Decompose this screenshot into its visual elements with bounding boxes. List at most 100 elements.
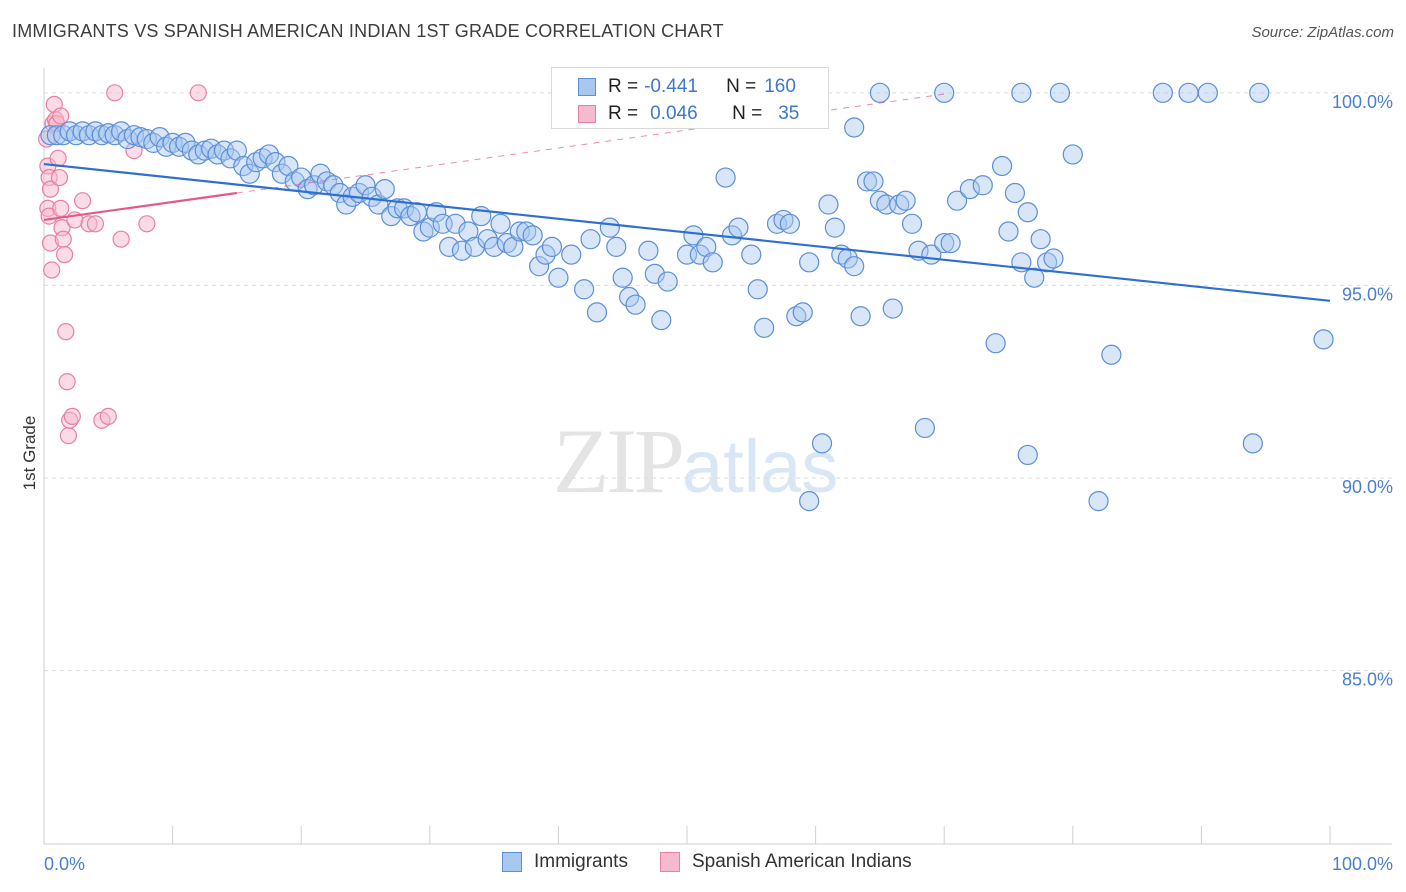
immigrants-point	[387, 198, 408, 219]
immigrants-point	[651, 309, 672, 331]
spanish-american-indians-points	[37, 84, 207, 445]
spanish-american-indians-point	[57, 323, 75, 341]
immigrants-point	[644, 263, 665, 284]
immigrants-point	[561, 244, 582, 265]
immigrants-point	[1017, 444, 1038, 466]
spanish-american-indians-point	[58, 373, 76, 391]
tick-labels: 85.0% 90.0% 95.0% 100.0% 0.0% 100.0% 1st Grade	[20, 92, 1393, 874]
x-tick-label: 0.0%	[44, 854, 85, 874]
immigrants-point	[754, 317, 775, 338]
legend-item-immigrants[interactable]: Immigrants	[502, 851, 628, 873]
immigrants-point	[1249, 82, 1270, 103]
spanish-american-indians-point	[41, 180, 60, 198]
stats-legend: R = -0.441 N = 160 R = 0.046 N = 35	[551, 67, 829, 129]
trend-lines	[43, 93, 1331, 302]
immigrants-point	[168, 136, 190, 157]
immigrants-point	[1049, 82, 1071, 103]
immigrants-point	[869, 82, 891, 103]
immigrants-point	[291, 167, 312, 188]
immigrants-point	[985, 333, 1006, 354]
immigrants-point	[1242, 433, 1263, 454]
spanish-american-indians-point	[86, 215, 105, 233]
immigrants-point	[895, 190, 916, 211]
immigrants-point	[773, 209, 794, 231]
immigrants-point	[1062, 144, 1083, 165]
immigrants-point	[638, 240, 659, 261]
immigrants-point	[516, 221, 537, 242]
y-tick-label: 85.0%	[1342, 670, 1393, 690]
spanish-american-indians-point	[59, 427, 78, 445]
immigrants-point	[786, 306, 807, 327]
immigrants-point	[792, 302, 813, 323]
spanish-american-indians-point	[112, 230, 130, 248]
immigrants-point	[683, 225, 704, 246]
immigrants-point	[991, 155, 1013, 177]
spanish-american-indians-point	[189, 84, 207, 102]
spanish-american-indians-point	[106, 84, 124, 102]
legend-label-immigrants: Immigrants	[534, 851, 628, 872]
immigrants-point	[374, 179, 395, 200]
immigrants-point	[901, 213, 923, 234]
immigrants-point	[419, 217, 440, 238]
source-label: Source: ZipAtlas.com	[1251, 24, 1394, 41]
spanish-american-indians-swatch	[578, 105, 596, 123]
immigrants-point	[1011, 82, 1032, 103]
immigrants-point	[509, 221, 530, 242]
immigrants-point	[503, 236, 524, 258]
immigrants-point	[1004, 182, 1026, 204]
immigrants-point	[625, 294, 646, 315]
immigrants-point	[799, 491, 820, 512]
axes	[43, 68, 1392, 845]
immigrants-point	[844, 256, 865, 277]
immigrants-point	[747, 279, 768, 300]
n-label: N =	[726, 76, 757, 97]
immigrants-point	[406, 202, 428, 223]
spanish-american-indians-point	[54, 230, 72, 248]
immigrants-point	[889, 194, 910, 215]
immigrants-point	[207, 144, 228, 165]
immigrants-point	[1178, 82, 1199, 103]
legend-label-spanish-american-indians: Spanish American Indians	[691, 851, 912, 872]
immigrants-swatch	[578, 78, 596, 96]
n-label: N =	[732, 103, 763, 124]
y-axis-title: 1st Grade	[20, 416, 39, 491]
immigrants-point	[779, 213, 800, 234]
immigrants-point	[882, 298, 903, 319]
immigrants-point	[580, 229, 601, 250]
immigrants-point	[239, 163, 260, 184]
immigrants-point	[728, 217, 749, 238]
immigrants-point	[715, 167, 736, 188]
immigrants-point	[702, 252, 723, 273]
spanish-american-indians-point	[99, 407, 117, 426]
immigrants-point	[265, 152, 286, 173]
immigrants-point	[599, 217, 620, 238]
spanish-american-indians-point	[73, 192, 92, 210]
immigrants-point	[946, 190, 968, 211]
immigrants-point	[226, 140, 247, 161]
legend-item-spanish-american-indians[interactable]: Spanish American Indians	[659, 851, 912, 873]
immigrants-point	[496, 232, 518, 254]
watermark: ZIPatlas	[553, 408, 838, 514]
immigrants-point	[1197, 82, 1218, 103]
immigrants-point	[1017, 202, 1038, 223]
immigrants-point	[850, 306, 871, 327]
immigrants-point	[972, 175, 993, 196]
immigrants-point	[136, 128, 157, 150]
immigrants-point	[940, 232, 961, 254]
immigrants-point	[451, 240, 473, 261]
watermark-zip: ZIP	[553, 410, 685, 512]
immigrants-point	[316, 171, 338, 192]
immigrants-point	[1313, 329, 1334, 350]
y-tick-label: 90.0%	[1342, 477, 1393, 497]
immigrants-point	[574, 279, 595, 300]
immigrants-point	[458, 221, 479, 242]
immigrants-point	[914, 417, 936, 439]
immigrants-point	[149, 127, 170, 148]
legend-row-spanish-american-indians: R = 0.046 N = 35	[578, 101, 799, 127]
spanish-american-indians-point	[63, 407, 81, 426]
spanish-american-indians-swatch	[659, 852, 680, 872]
immigrants-point	[696, 236, 717, 258]
immigrants-point	[799, 252, 820, 273]
immigrants-point	[541, 236, 563, 258]
